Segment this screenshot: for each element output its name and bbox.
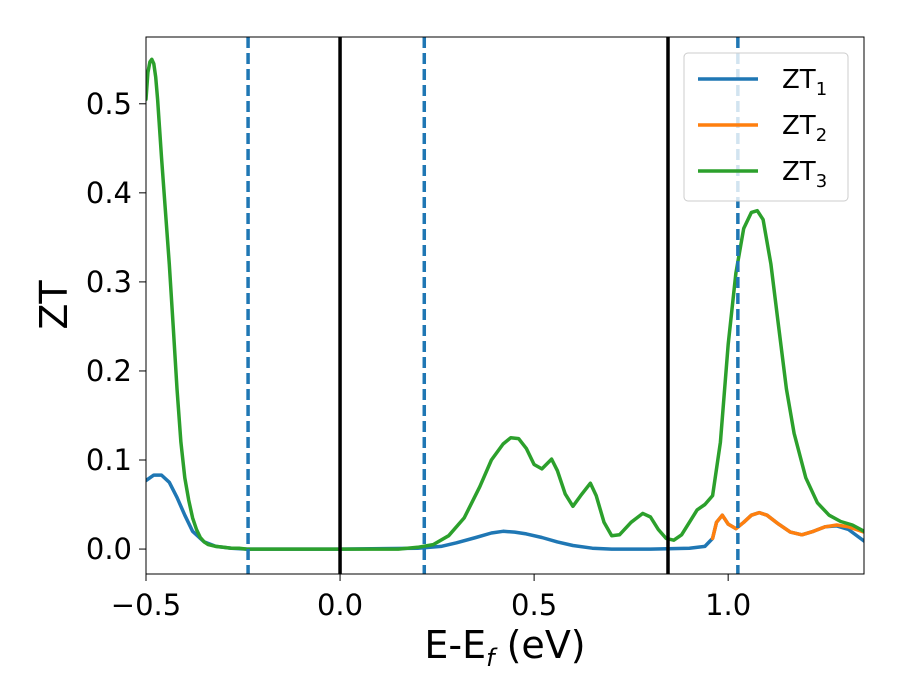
legend-label-zt3: ZT3 bbox=[782, 157, 827, 192]
legend-box bbox=[683, 52, 849, 202]
y-axis-label: ZT bbox=[32, 280, 76, 330]
x-axis-label-main: E-E bbox=[424, 623, 486, 667]
y-tick-label: 0.2 bbox=[86, 354, 132, 388]
y-tick-label: 0.0 bbox=[86, 532, 132, 566]
x-axis-label-unit: (eV) bbox=[495, 623, 586, 667]
x-axis-label: E-Ef (eV) bbox=[424, 623, 585, 672]
y-tick-label: 0.3 bbox=[86, 265, 132, 299]
x-tick-label: −0.5 bbox=[111, 588, 181, 622]
x-tick-label: 0.0 bbox=[317, 588, 363, 622]
legend: ZT1 ZT2 ZT3 bbox=[683, 52, 849, 202]
y-tick-label: 0.5 bbox=[86, 87, 132, 121]
x-tick-label: 0.5 bbox=[511, 588, 557, 622]
series-line-zt2 bbox=[710, 510, 864, 541]
legend-label-zt2: ZT2 bbox=[782, 111, 827, 146]
axis-ticks: −0.5 0.0 0.5 1.0 0.0 0.1 0.2 0.3 0.4 0.5 bbox=[86, 87, 751, 622]
y-tick-label: 0.4 bbox=[86, 176, 132, 210]
legend-label-zt1: ZT1 bbox=[782, 65, 827, 100]
y-tick-label: 0.1 bbox=[86, 443, 132, 477]
series-layer bbox=[146, 57, 864, 551]
reference-lines bbox=[246, 37, 740, 574]
plot-frame bbox=[145, 36, 865, 575]
x-tick-label: 1.0 bbox=[705, 588, 751, 622]
series-line-zt3 bbox=[146, 57, 864, 551]
